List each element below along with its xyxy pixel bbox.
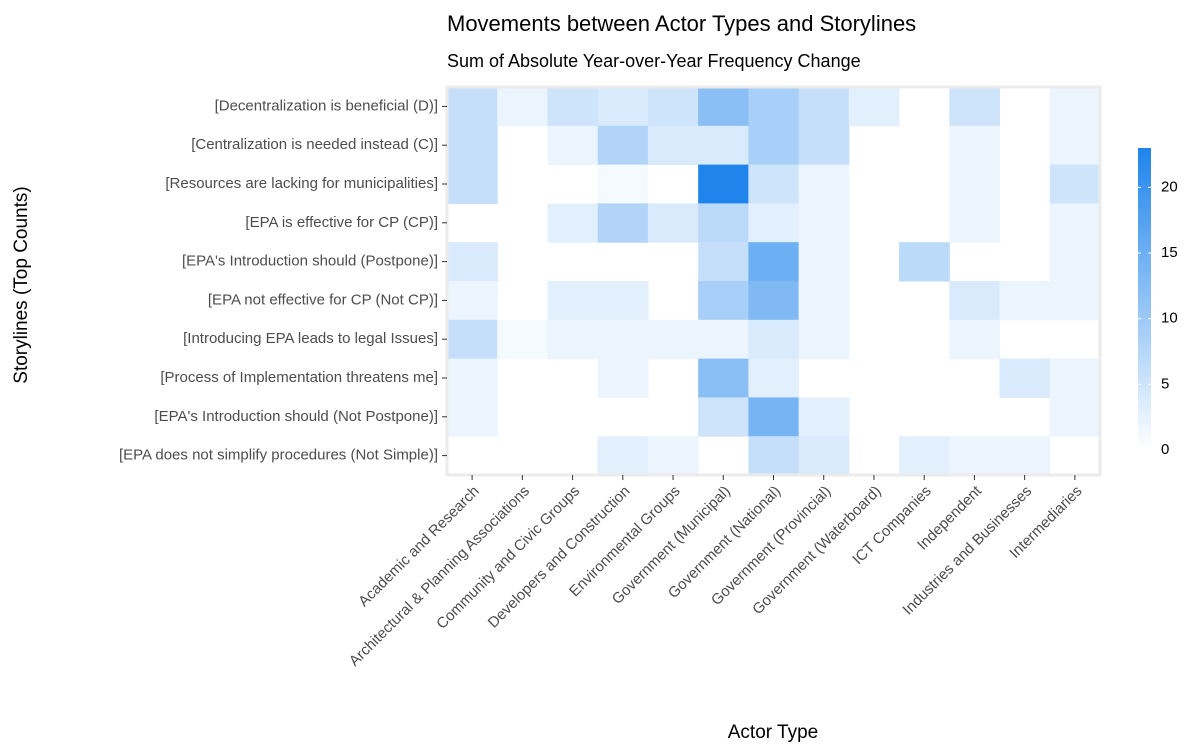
- heat-cell: [899, 436, 950, 476]
- heat-cell: [698, 397, 749, 437]
- heat-cell: [1049, 87, 1101, 127]
- heat-cell: [798, 436, 850, 476]
- heat-cell: [949, 87, 1001, 127]
- y-tick-label: [EPA does not simplify procedures (Not S…: [119, 447, 438, 464]
- heat-cell: [698, 203, 749, 243]
- chart-subtitle: Sum of Absolute Year-over-Year Frequency…: [447, 51, 861, 71]
- heat-cell: [748, 242, 800, 282]
- heat-cell: [447, 164, 498, 204]
- chart-title: Movements between Actor Types and Storyl…: [447, 11, 916, 36]
- heat-cell: [597, 203, 649, 243]
- heat-cell: [698, 164, 749, 204]
- heat-cell: [447, 242, 498, 282]
- heat-cell: [698, 125, 749, 166]
- colorbar: [1138, 148, 1151, 450]
- y-tick-label: [Process of Implementation threatens me]: [160, 369, 438, 386]
- heat-cell: [899, 242, 950, 282]
- heat-cell: [1049, 242, 1101, 282]
- heat-cell: [949, 319, 1001, 360]
- heat-cell: [949, 203, 1001, 243]
- heat-cell: [447, 358, 498, 398]
- heat-cell: [949, 164, 1001, 204]
- heat-cell: [798, 125, 850, 166]
- heat-cell: [497, 319, 548, 360]
- y-tick-label: [EPA's Introduction should (Not Postpone…: [154, 408, 438, 425]
- heat-cell: [748, 164, 800, 204]
- heat-cell: [547, 125, 599, 166]
- heat-cell: [798, 164, 850, 204]
- colorbar-tick-label: 0: [1161, 441, 1169, 458]
- heat-cell: [999, 281, 1051, 321]
- heat-cell: [447, 281, 498, 321]
- x-axis-title: Actor Type: [728, 722, 818, 743]
- heat-cell: [949, 436, 1001, 476]
- heat-cell: [647, 203, 699, 243]
- heat-cell: [748, 125, 800, 166]
- heat-cell: [597, 125, 649, 166]
- heat-cell: [999, 436, 1051, 476]
- heat-cell: [748, 87, 800, 127]
- heat-cell: [748, 397, 800, 437]
- heat-cell: [999, 358, 1051, 398]
- heat-cell: [597, 281, 649, 321]
- heat-cell: [597, 436, 649, 476]
- heat-cell: [647, 319, 699, 360]
- heat-cell: [547, 319, 599, 360]
- heat-cell: [698, 358, 749, 398]
- heat-cell: [1049, 397, 1101, 437]
- heat-cell: [798, 281, 850, 321]
- heat-cell: [798, 203, 850, 243]
- heat-cell: [597, 319, 649, 360]
- heat-cell: [698, 87, 749, 127]
- heat-cell: [848, 87, 900, 127]
- y-tick-label: [Introducing EPA leads to legal Issues]: [183, 330, 438, 347]
- heat-cell: [447, 397, 498, 437]
- heat-cell: [748, 203, 800, 243]
- heat-cell: [798, 397, 850, 437]
- heat-cell: [698, 319, 749, 360]
- heat-cell: [1049, 358, 1101, 398]
- y-axis-title: Storylines (Top Counts): [11, 186, 32, 383]
- heat-cell: [547, 281, 599, 321]
- y-tick-label: [EPA not effective for CP (Not CP)]: [208, 291, 438, 308]
- colorbar-tick-label: 5: [1161, 375, 1169, 392]
- heat-cell: [748, 436, 800, 476]
- heat-cell: [698, 281, 749, 321]
- y-tick-label: [Centralization is needed instead (C)]: [191, 136, 438, 153]
- heat-cell: [1049, 203, 1101, 243]
- y-tick-label: [EPA's Introduction should (Postpone)]: [182, 253, 438, 270]
- heat-cell: [698, 242, 749, 282]
- heat-cell: [647, 125, 699, 166]
- heat-cell: [597, 164, 649, 204]
- y-tick-label: [Decentralization is beneficial (D)]: [215, 97, 438, 114]
- y-tick-label: [EPA is effective for CP (CP)]: [245, 214, 438, 231]
- heat-cell: [547, 203, 599, 243]
- heat-cell: [748, 358, 800, 398]
- y-tick-label: [Resources are lacking for municipalitie…: [165, 175, 438, 192]
- heat-cell: [497, 87, 548, 127]
- heat-cell: [597, 358, 649, 398]
- heat-cell: [647, 436, 699, 476]
- heat-cell: [647, 87, 699, 127]
- heat-cell: [798, 87, 850, 127]
- heat-cell: [1049, 281, 1101, 321]
- heat-cell: [1049, 125, 1101, 166]
- heat-cell: [447, 87, 498, 127]
- heat-cell: [949, 125, 1001, 166]
- heat-cell: [1049, 164, 1101, 204]
- colorbar-tick-label: 15: [1161, 244, 1178, 261]
- colorbar-tick-label: 20: [1161, 178, 1178, 195]
- heat-cell: [748, 319, 800, 360]
- heat-cell: [597, 87, 649, 127]
- heat-cell: [547, 87, 599, 127]
- x-tick-label: Architectural & Planning Associations: [346, 483, 533, 670]
- heat-cell: [447, 319, 498, 360]
- heat-cell: [447, 125, 498, 166]
- heat-cell: [798, 242, 850, 282]
- heat-cell: [949, 281, 1001, 321]
- heat-cell: [798, 319, 850, 360]
- heat-cell: [748, 281, 800, 321]
- colorbar-tick-label: 10: [1161, 310, 1178, 327]
